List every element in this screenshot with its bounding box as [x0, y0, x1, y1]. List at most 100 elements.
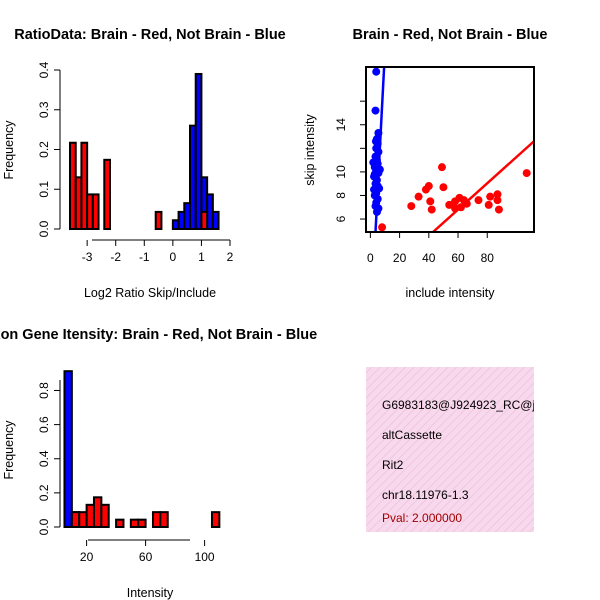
intensity-bar-red	[159, 511, 169, 528]
ratio-x-axis-label: Log2 Ratio Skip/Include	[84, 286, 216, 300]
intensity-y-tick-label: 0.6	[37, 416, 51, 433]
intensity-bar-red	[70, 511, 81, 528]
scatter-y-ticks: 6 8 10 14	[334, 100, 366, 222]
scatter-point-red	[493, 196, 502, 205]
scatter-plot-area	[369, 67, 534, 232]
intensity-x-tick-label: 100	[195, 550, 215, 564]
info-gene-name: Rit2	[382, 458, 404, 472]
intensity-y-tick-label: 0.4	[37, 450, 51, 467]
ratio-y-tick-label: 0.4	[37, 61, 51, 78]
ratio-bar-red	[154, 210, 163, 231]
scatter-y-tick-label: 10	[334, 165, 348, 179]
ratio-bar-red	[80, 141, 89, 230]
scatter-y-tick-label: 14	[334, 118, 348, 132]
scatter-y-tick-label: 8	[334, 192, 348, 199]
intensity-x-tick-label: 20	[80, 550, 94, 564]
ratio-x-tick-label: -2	[110, 250, 121, 264]
intensity-y-tick-label: 0.2	[37, 484, 51, 501]
scatter-y-axis-label: skip intensity	[303, 113, 317, 185]
scatter-point-red	[493, 190, 502, 199]
scatter-point-red	[407, 202, 416, 211]
intensity-y-axis-label: Frequency	[2, 420, 16, 480]
ratio-y-ticks: 0.0 0.1 0.2 0.3 0.4	[37, 61, 60, 237]
intensity-bar-red	[115, 518, 125, 528]
ratio-chart-title: RatioData: Brain - Red, Not Brain - Blue	[14, 27, 286, 43]
ratio-bar-blue	[194, 72, 203, 230]
intensity-y-ticks: 0.0 0.2 0.4 0.6 0.8	[37, 382, 60, 535]
intensity-x-tick-label: 60	[139, 550, 153, 564]
scatter-point-red	[494, 205, 503, 214]
scatter-x-ticks: 0 20 40 60 80	[367, 232, 494, 265]
scatter-point-blue	[371, 137, 380, 146]
ratio-x-tick-label: -1	[139, 250, 150, 264]
scatter-point-red	[414, 192, 423, 201]
intensity-bar-red	[137, 518, 147, 528]
scatter-point-red	[486, 192, 495, 201]
scatter-y-tick-label: 6	[334, 215, 348, 222]
info-panel-background	[366, 367, 534, 532]
ratio-x-tick-label: 0	[170, 250, 177, 264]
scatter-point-blue	[370, 170, 379, 179]
scatter-point-red	[522, 169, 531, 178]
scatter-x-tick-label: 80	[481, 251, 495, 265]
ratio-x-tick-label: 2	[227, 250, 234, 264]
ratio-bar-red	[200, 210, 209, 231]
intensity-bar-red	[100, 503, 110, 528]
scatter-chart-title: Brain - Red, Not Brain - Blue	[353, 27, 548, 43]
intensity-bar-red	[151, 511, 162, 528]
scatter-point-red	[462, 199, 471, 208]
intensity-y-tick-label: 0.8	[37, 382, 51, 399]
scatter-point-red	[484, 200, 493, 209]
intensity-bar-red	[210, 511, 221, 528]
scatter-point-blue	[372, 67, 381, 76]
scatter-point-red	[424, 182, 433, 191]
intensity-x-axis-label: Intensity	[127, 586, 174, 600]
scatter-point-blue	[369, 158, 378, 167]
scatter-point-red	[437, 163, 446, 172]
scatter-point-blue	[371, 106, 380, 115]
intensity-x-ticks: 20 60 100	[80, 540, 215, 564]
intensity-y-tick-label: 0.0	[37, 518, 51, 535]
ratio-x-tick-label: 1	[198, 250, 205, 264]
scatter-point-blue	[375, 184, 384, 193]
ratio-x-ticks: -3 -2 -1 0 1 2	[82, 240, 234, 264]
ratio-y-axis-label: Frequency	[2, 120, 16, 180]
info-location: chr18.11976-1.3	[382, 488, 469, 502]
ratio-y-tick-label: 0.2	[37, 141, 51, 158]
scatter-point-red	[427, 205, 436, 214]
scatter-x-tick-label: 40	[422, 251, 436, 265]
scatter-point-red	[439, 183, 448, 192]
scatter-x-tick-label: 20	[393, 251, 407, 265]
ratio-x-tick-label: -3	[82, 250, 93, 264]
info-event-type: altCassette	[382, 428, 442, 442]
intensity-chart-title: Exon Gene Itensity: Brain - Red, Not Bra…	[0, 327, 317, 343]
info-panel: G6983183@J924923_RC@j_at altCassette Rit…	[366, 367, 534, 532]
scatter-point-red	[474, 196, 483, 205]
scatter-point-blue	[375, 165, 384, 174]
intensity-bar-red	[78, 511, 88, 528]
ratio-bar-red	[103, 158, 111, 231]
intensity-bar-blue	[63, 370, 73, 529]
ratio-bar-blue	[211, 210, 220, 231]
ratio-bars	[69, 72, 220, 231]
info-pval: Pval: 2.000000	[382, 511, 462, 525]
intensity-bars	[63, 370, 221, 529]
scatter-point-red	[426, 197, 435, 206]
scatter-x-tick-label: 60	[451, 251, 465, 265]
scatter-fit-line-red	[432, 140, 534, 232]
scatter-plot-box	[365, 66, 535, 233]
intensity-histogram-panel: Exon Gene Itensity: Brain - Red, Not Bra…	[0, 327, 317, 600]
scatter-point-blue	[372, 207, 381, 216]
ratio-y-tick-label: 0.3	[37, 101, 51, 118]
ratio-y-tick-label: 0.1	[37, 181, 51, 198]
intensity-bar-red	[129, 518, 140, 528]
ratio-y-tick-label: 0.0	[37, 220, 51, 237]
scatter-panel: Brain - Red, Not Brain - Blue 0 20 40 60 80 …	[303, 27, 547, 300]
intensity-bar-red	[92, 496, 103, 528]
scatter-point-red	[445, 200, 454, 209]
scatter-x-axis-label: include intensity	[406, 286, 496, 300]
scatter-point-red	[378, 223, 387, 232]
intensity-bar-red	[85, 503, 95, 528]
ratio-histogram-panel: RatioData: Brain - Red, Not Brain - Blue…	[2, 27, 286, 300]
